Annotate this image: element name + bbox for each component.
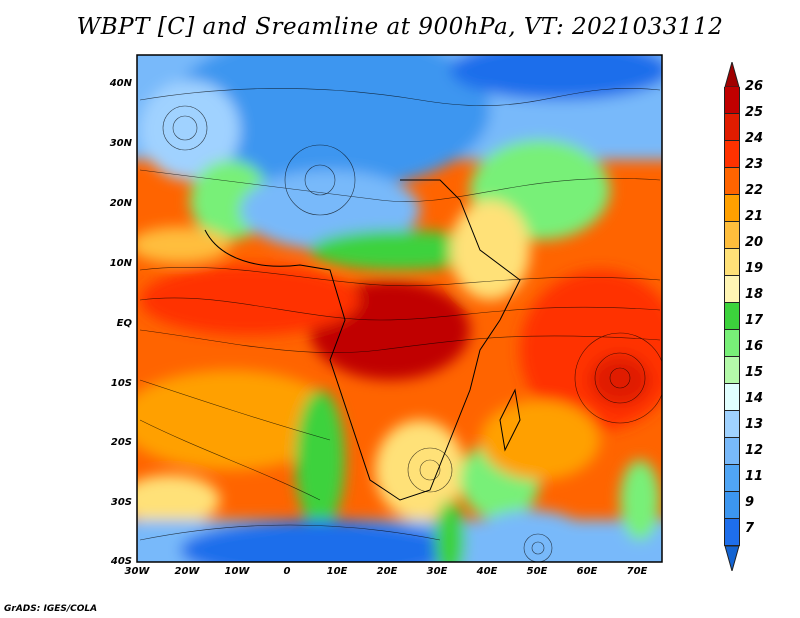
colorbar-label: 18 bbox=[745, 287, 764, 302]
map-frame bbox=[136, 54, 663, 563]
lat-label: 10S bbox=[110, 378, 132, 389]
lon-label: 60E bbox=[576, 566, 598, 577]
lon-label: 20E bbox=[376, 566, 398, 577]
colorbar bbox=[724, 62, 740, 571]
colorbar-swatch bbox=[724, 438, 740, 465]
colorbar-label: 15 bbox=[745, 365, 764, 380]
streamlines bbox=[139, 88, 662, 562]
colorbar-swatch bbox=[724, 357, 740, 384]
lon-label: 50E bbox=[526, 566, 548, 577]
colorbar-swatch bbox=[724, 195, 740, 222]
lon-label: 10W bbox=[224, 566, 250, 577]
colorbar-swatch bbox=[724, 384, 740, 411]
colorbar-label: 9 bbox=[745, 495, 755, 510]
colorbar-swatch bbox=[724, 114, 740, 141]
colorbar-label: 12 bbox=[745, 443, 764, 458]
lat-label: 40N bbox=[109, 78, 132, 89]
colorbar-swatch bbox=[724, 330, 740, 357]
colorbar-label: 25 bbox=[745, 105, 764, 120]
lat-label: 40S bbox=[110, 556, 132, 567]
lat-label: 30S bbox=[110, 497, 132, 508]
credit-text: GrADS: IGES/COLA bbox=[4, 604, 98, 614]
colorbar-label: 20 bbox=[745, 235, 764, 250]
colorbar-swatch bbox=[724, 492, 740, 519]
colorbar-bottom-arrow bbox=[724, 546, 740, 571]
colorbar-swatch bbox=[724, 168, 740, 195]
colorbar-label: 17 bbox=[745, 313, 764, 328]
lon-label: 30E bbox=[426, 566, 448, 577]
colorbar-label: 24 bbox=[745, 131, 764, 146]
colorbar-swatch bbox=[724, 276, 740, 303]
lon-label: 70E bbox=[626, 566, 648, 577]
wbpt-field bbox=[137, 55, 662, 562]
colorbar-swatch bbox=[724, 249, 740, 276]
colorbar-swatch bbox=[724, 141, 740, 168]
lon-label: 0 bbox=[283, 566, 291, 577]
colorbar-label: 19 bbox=[745, 261, 764, 276]
colorbar-swatch bbox=[724, 87, 740, 114]
colorbar-label: 21 bbox=[745, 209, 764, 224]
colorbar-swatch bbox=[724, 411, 740, 438]
colorbar-label: 26 bbox=[745, 79, 764, 94]
lon-label: 30W bbox=[124, 566, 150, 577]
lon-label: 20W bbox=[174, 566, 200, 577]
lon-label: 10E bbox=[326, 566, 348, 577]
lat-label: 20N bbox=[109, 198, 132, 209]
colorbar-swatch bbox=[724, 519, 740, 546]
lon-label: 40E bbox=[476, 566, 498, 577]
lat-label: 30N bbox=[109, 138, 132, 149]
colorbar-label: 11 bbox=[745, 469, 764, 484]
colorbar-swatch bbox=[724, 303, 740, 330]
colorbar-top-arrow bbox=[724, 62, 740, 87]
colorbar-label: 22 bbox=[745, 183, 764, 198]
colorbar-label: 7 bbox=[745, 521, 755, 536]
colorbar-label: 14 bbox=[745, 391, 764, 406]
colorbar-label: 16 bbox=[745, 339, 764, 354]
lat-label: 10N bbox=[109, 258, 132, 269]
colorbar-swatch bbox=[724, 465, 740, 492]
coastlines bbox=[204, 179, 521, 501]
colorbar-label: 23 bbox=[745, 157, 764, 172]
lat-label: 20S bbox=[110, 437, 132, 448]
colorbar-label: 13 bbox=[745, 417, 764, 432]
colorbar-swatch bbox=[724, 222, 740, 249]
plot-title: WBPT [C] and Sreamline at 900hPa, VT: 20… bbox=[76, 14, 724, 40]
lat-label: EQ bbox=[116, 318, 132, 329]
